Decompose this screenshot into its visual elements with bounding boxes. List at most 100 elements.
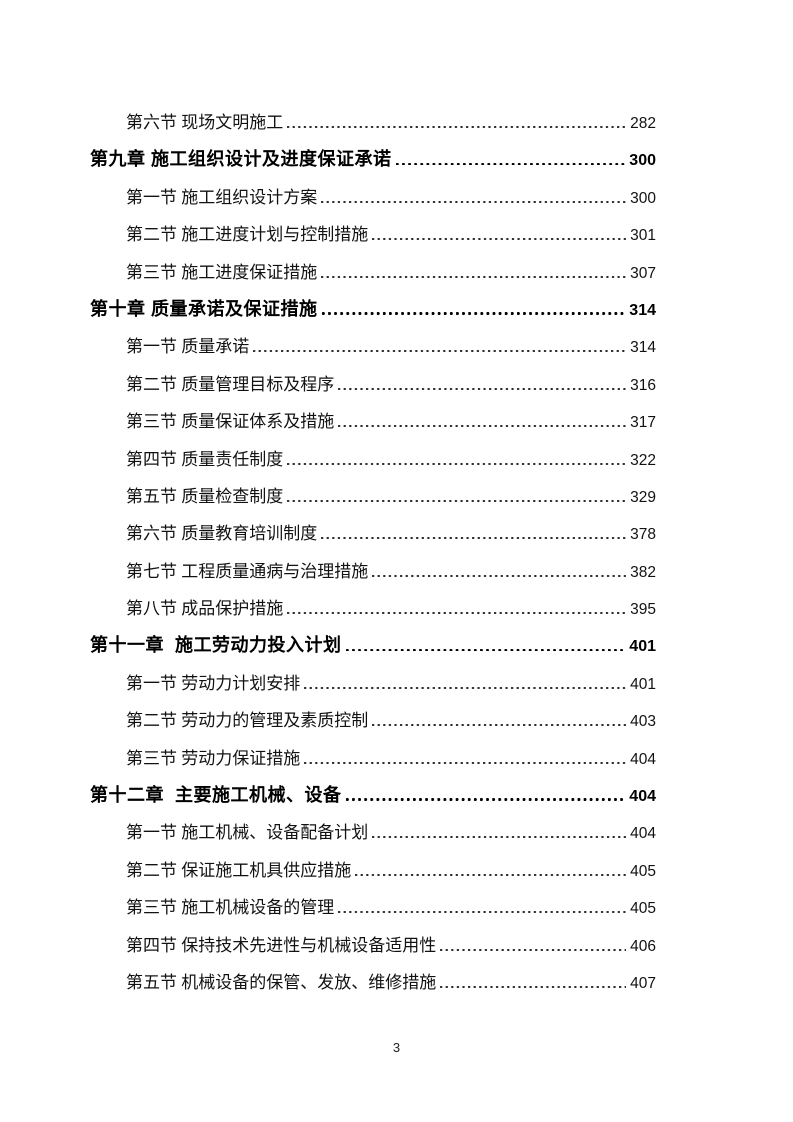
- toc-entry-page-number: 404: [630, 825, 656, 843]
- toc-entry-page-number: 314: [630, 339, 656, 357]
- dotted-leader: [372, 836, 627, 839]
- toc-entry-page-number: 401: [629, 638, 656, 656]
- toc-entry-title: 第三节 质量保证体系及措施: [126, 412, 335, 432]
- table-of-contents: 第六节 现场文明施工 282 第九章 施工组织设计及进度保证承诺 300 第一节…: [90, 104, 656, 1001]
- toc-entry-title: 第三节 劳动力保证措施: [126, 748, 301, 768]
- dotted-leader: [338, 425, 627, 428]
- toc-entry-title: 第二节 劳动力的管理及素质控制: [126, 711, 369, 731]
- toc-entry-title: 第十一章 施工劳动力投入计划: [90, 635, 342, 656]
- toc-entry-title: 第一节 施工组织设计方案: [126, 187, 318, 207]
- toc-entry-page-number: 378: [630, 526, 656, 544]
- toc-entry-section[interactable]: 第三节 施工机械设备的管理 405: [90, 889, 656, 926]
- dotted-leader: [345, 648, 626, 652]
- dotted-leader: [372, 574, 627, 577]
- toc-entry-section[interactable]: 第二节 质量管理目标及程序 316: [90, 366, 656, 403]
- toc-entry-section[interactable]: 第五节 质量检查制度 329: [90, 478, 656, 515]
- toc-entry-title: 第一节 质量承诺: [126, 337, 250, 357]
- toc-entry-title: 第七节 工程质量通病与治理措施: [126, 561, 369, 581]
- toc-entry-title: 第九章 施工组织设计及进度保证承诺: [90, 149, 392, 170]
- toc-entry-section[interactable]: 第三节 施工进度保证措施 307: [90, 254, 656, 291]
- toc-entry-chapter[interactable]: 第九章 施工组织设计及进度保证承诺 300: [90, 141, 656, 178]
- dotted-leader: [321, 537, 627, 540]
- dotted-leader: [338, 911, 627, 914]
- toc-entry-page-number: 322: [630, 451, 656, 469]
- toc-entry-section[interactable]: 第八节 成品保护措施 395: [90, 590, 656, 627]
- toc-entry-title: 第八节 成品保护措施: [126, 599, 284, 619]
- toc-entry-chapter[interactable]: 第十章 质量承诺及保证措施 314: [90, 291, 656, 328]
- toc-entry-page-number: 395: [630, 601, 656, 619]
- page-number: 3: [392, 1040, 401, 1055]
- toc-entry-title: 第五节 质量检查制度: [126, 486, 284, 506]
- dotted-leader: [440, 985, 627, 988]
- toc-entry-page-number: 282: [630, 115, 656, 132]
- toc-entry-page-number: 307: [630, 264, 656, 282]
- toc-entry-page-number: 316: [630, 376, 656, 394]
- toc-entry-page-number: 405: [630, 862, 656, 880]
- toc-entry-page-number: 329: [630, 488, 656, 506]
- toc-entry-section[interactable]: 第二节 施工进度计划与控制措施 301: [90, 216, 656, 253]
- dotted-leader: [304, 686, 627, 689]
- toc-entry-title: 第四节 保持技术先进性与机械设备适用性: [126, 935, 437, 955]
- toc-entry-section[interactable]: 第一节 质量承诺 314: [90, 328, 656, 365]
- toc-entry-title: 第二节 质量管理目标及程序: [126, 374, 335, 394]
- toc-entry-section[interactable]: 第一节 劳动力计划安排 401: [90, 665, 656, 702]
- toc-entry-page-number: 403: [630, 713, 656, 731]
- toc-entry-section[interactable]: 第二节 保证施工机具供应措施 405: [90, 852, 656, 889]
- page-footer: 3: [0, 1040, 793, 1055]
- toc-entry-title: 第六节 质量教育培训制度: [126, 524, 318, 544]
- toc-entry-title: 第二节 保证施工机具供应措施: [126, 860, 352, 880]
- toc-entry-page-number: 404: [630, 750, 656, 768]
- toc-entry-page-number: 406: [630, 937, 656, 955]
- toc-entry-section[interactable]: 第四节 质量责任制度 322: [90, 441, 656, 478]
- toc-entry-page-number: 404: [629, 788, 656, 806]
- toc-entry-section[interactable]: 第一节 施工组织设计方案 300: [90, 179, 656, 216]
- dotted-leader: [321, 312, 626, 315]
- toc-entry-section[interactable]: 第六节 质量教育培训制度 378: [90, 515, 656, 552]
- dotted-leader: [338, 387, 627, 390]
- toc-entry-page-number: 407: [630, 974, 656, 992]
- toc-entry-title: 第一节 劳动力计划安排: [126, 673, 301, 693]
- toc-entry-title: 第十章 质量承诺及保证措施: [90, 298, 318, 319]
- dotted-leader: [287, 612, 627, 615]
- toc-entry-page-number: 301: [630, 227, 656, 245]
- toc-entry-title: 第十二章 主要施工机械、设备: [90, 785, 342, 806]
- toc-entry-page-number: 317: [630, 414, 656, 432]
- dotted-leader: [287, 499, 627, 502]
- toc-entry-section[interactable]: 第二节 劳动力的管理及素质控制 403: [90, 702, 656, 739]
- toc-entry-section[interactable]: 第三节 劳动力保证措施 404: [90, 740, 656, 777]
- toc-entry-title: 第三节 施工进度保证措施: [126, 262, 318, 282]
- dotted-leader: [287, 126, 627, 128]
- toc-entry-chapter[interactable]: 第十一章 施工劳动力投入计划 401: [90, 627, 656, 664]
- dotted-leader: [345, 798, 626, 802]
- toc-entry-section[interactable]: 第五节 机械设备的保管、发放、维修措施 407: [90, 964, 656, 1001]
- toc-entry-page-number: 405: [630, 900, 656, 918]
- toc-entry-page-number: 382: [630, 563, 656, 581]
- dotted-leader: [304, 761, 627, 764]
- toc-entry-section[interactable]: 第七节 工程质量通病与治理措施 382: [90, 553, 656, 590]
- toc-entry-title: 第一节 施工机械、设备配备计划: [126, 823, 369, 843]
- dotted-leader: [287, 462, 627, 465]
- toc-entry-page-number: 300: [630, 189, 656, 207]
- toc-entry-section[interactable]: 第一节 施工机械、设备配备计划 404: [90, 814, 656, 851]
- toc-entry-section[interactable]: 第三节 质量保证体系及措施 317: [90, 403, 656, 440]
- toc-entry-chapter[interactable]: 第十二章 主要施工机械、设备 404: [90, 777, 656, 814]
- dotted-leader: [372, 238, 627, 241]
- toc-entry-title: 第二节 施工进度计划与控制措施: [126, 225, 369, 245]
- toc-entry-title: 第六节 现场文明施工: [126, 113, 284, 132]
- toc-entry-title: 第三节 施工机械设备的管理: [126, 898, 335, 918]
- dotted-leader: [440, 948, 627, 951]
- toc-entry-page-number: 401: [630, 675, 656, 693]
- dotted-leader: [321, 200, 627, 203]
- dotted-leader: [253, 350, 627, 353]
- dotted-leader: [321, 275, 627, 278]
- toc-entry-page-number: 300: [629, 152, 656, 170]
- toc-entry-title: 第五节 机械设备的保管、发放、维修措施: [126, 972, 437, 992]
- toc-entry-section[interactable]: 第四节 保持技术先进性与机械设备适用性 406: [90, 927, 656, 964]
- dotted-leader: [355, 873, 627, 876]
- dotted-leader: [395, 162, 626, 166]
- toc-entry-page-number: 314: [629, 301, 656, 319]
- dotted-leader: [372, 724, 627, 727]
- toc-entry-section[interactable]: 第六节 现场文明施工 282: [90, 104, 656, 141]
- toc-entry-title: 第四节 质量责任制度: [126, 449, 284, 469]
